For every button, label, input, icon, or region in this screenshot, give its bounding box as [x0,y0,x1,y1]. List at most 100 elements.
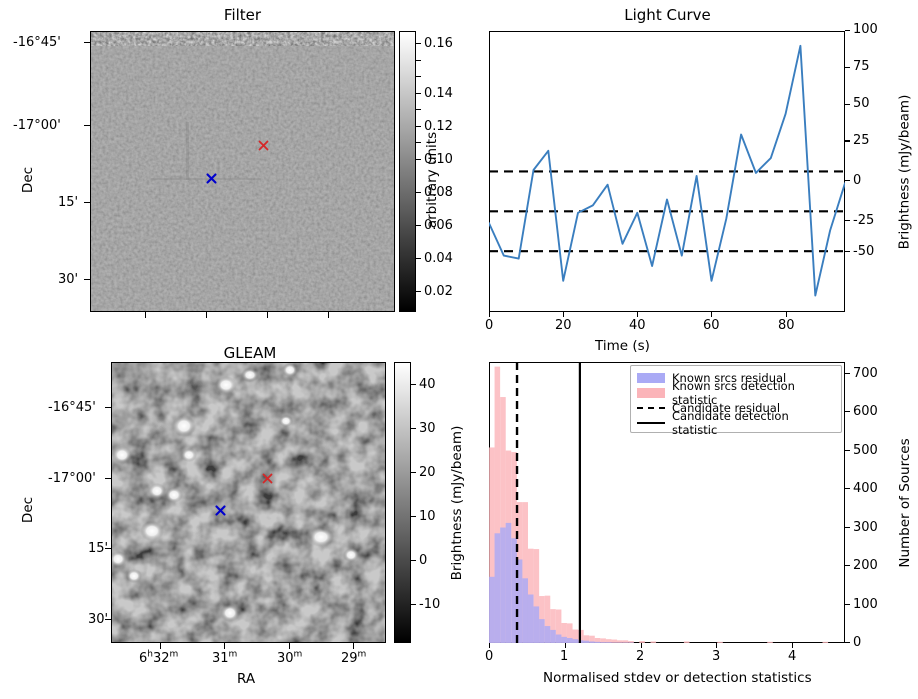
histogram-bar [589,635,595,643]
histogram-bar [566,638,573,643]
legend-item-2: Candidate residual [637,400,835,415]
hist-ytick-mark-2 [845,565,850,567]
histogram-bar [550,629,556,643]
hist-ytick-2: 200 [853,558,878,573]
gleam-ytick-2: 15' [88,541,109,556]
light-curve-plot-area [489,44,845,297]
hist-ytick-mark-5 [845,449,850,451]
histogram-bar [650,641,657,643]
gleam-point-sources [112,363,359,622]
lc-xtick-mark-0 [489,312,491,317]
histogram-bar [500,397,506,643]
histogram-bar [516,559,523,643]
lc-ytick-6: 100 [853,22,878,37]
histogram-bar [555,634,562,643]
lc-ytick-3: 25 [853,133,870,148]
filter-cbar-label-6: 0.14 [424,86,453,101]
filter-cbar-tick-0 [416,291,421,293]
lc-ytick-2: 0 [853,173,862,188]
hist-ytick-3: 300 [853,519,878,535]
histogram-bar [622,640,629,643]
histogram-bar [600,642,606,643]
filter-panel-title: Filter [223,6,262,24]
hist-xtick-0: 0 [485,649,494,664]
gleam-cbar-label-0: -10 [419,597,441,612]
hist-ytick-mark-0 [845,642,850,644]
lc-ytick-mark-5 [845,66,850,68]
filter-cbar-tick-10 [416,109,421,111]
histogram-bar [539,619,545,643]
histogram-bar [533,549,540,643]
histogram-bars-residual [489,522,634,643]
gleam-xtick-1-text: 31m [212,650,238,667]
lc-xtick-mark-1 [563,312,565,317]
filter-cbar-tick-4 [416,159,421,161]
filter-sky-image [90,31,395,312]
hist-ytick-1: 100 [853,596,878,612]
light-curve-xaxis-label: Time (s) [595,338,650,354]
legend-dashed-line-icon [637,406,665,409]
hist-ytick-mark-6 [845,411,850,413]
light-curve-plot-frame [489,31,845,312]
hist-xtick-4: 4 [788,649,797,664]
gleam-ytick-mark-2 [105,548,111,550]
gleam-xtick-0-text: 6h32m [139,650,179,667]
filter-ytick-mark-0 [84,42,90,44]
filter-cbar-tick-6 [416,93,421,95]
legend-label-3: Candidate detection statistic [672,408,789,437]
filter-cbar-label-7: 0.16 [424,36,453,51]
filter-ytick-mark-3 [84,279,90,281]
gleam-xtick-3-text: 29m [341,650,367,667]
histogram-bar [822,641,829,643]
panel-light-curve: Light Curve 0 20 40 60 80 Time (s) -50 [460,0,918,354]
gleam-ra-axis-label: RA [237,671,256,687]
lc-xtick-1: 20 [555,318,572,333]
histogram-bar [572,629,579,643]
gleam-cbar-label-3: 20 [419,465,436,480]
gleam-cbar-label-1: 0 [419,553,428,568]
legend-label-1: Known srcs detection statistic [672,378,795,407]
gleam-xtick-2-text: 30m [277,650,303,667]
histogram-bar [555,609,562,643]
filter-ytick-1: -17°00' [13,118,61,133]
histogram-bar [767,641,773,643]
histogram-bar [594,641,601,643]
histogram-bar [589,641,595,643]
legend-solid-line-icon [637,421,665,424]
hist-ytick-mark-3 [845,526,850,528]
filter-cbar-tick-2 [416,225,421,227]
lc-xtick-mark-4 [786,312,788,317]
histogram-bar [566,623,573,643]
lc-xtick-3: 60 [703,318,720,333]
gleam-ytick-3: 30' [88,612,109,627]
histogram-bar [683,641,690,643]
histogram-bar [494,533,501,643]
gleam-colorbar [394,362,411,643]
gleam-xtick-3: 29m [341,650,366,666]
histogram-bar [527,594,534,643]
histogram-bar [611,639,618,643]
filter-ytick-2: 15' [58,195,79,210]
histogram-bar [628,641,634,643]
legend-swatch-detection-statistic [637,387,665,398]
lc-ytick-1: -25 [853,213,875,228]
gleam-xtick-0: 6h32m [139,650,178,666]
histogram-bar [572,639,579,643]
gleam-cbar-tick-0 [411,604,416,606]
gleam-cbar-label-2: 10 [419,509,436,524]
filter-xtick-mark-1 [206,312,208,318]
gleam-xtick-mark-3 [353,643,355,649]
legend-swatch-residual [637,372,665,383]
filter-cbar-tick-9 [416,76,421,78]
histogram-yaxis-label: Number of Sources [897,438,913,568]
histogram-bar [511,538,517,643]
gleam-xtick-mark-0 [160,643,162,649]
hist-xtick-mark-3 [716,643,718,648]
filter-colorbar-label: arbitrary units [424,131,440,229]
light-curve-panel-title: Light Curve [624,6,711,24]
filter-cbar-label-5: 0.12 [424,119,453,134]
gleam-cbar-tick-3 [411,472,416,474]
legend-item-0: Known srcs residual [637,370,835,385]
histogram-bar [550,609,556,643]
